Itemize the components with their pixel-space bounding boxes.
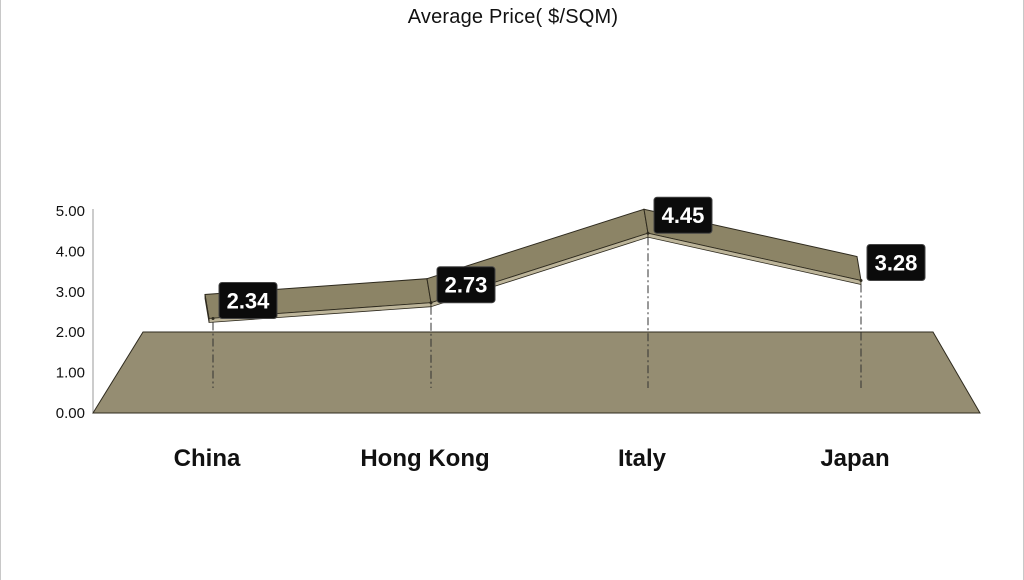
data-point — [429, 301, 433, 305]
data-point — [859, 278, 863, 282]
y-tick-label: 0.00 — [56, 405, 85, 422]
y-tick-label: 2.00 — [56, 324, 85, 341]
chart-title: Average Price( $/SQM) — [407, 6, 619, 28]
x-tick-label: Italy — [618, 445, 667, 472]
data-label: 4.45 — [662, 203, 705, 228]
y-tick-label: 1.00 — [56, 365, 85, 382]
data-label: 3.28 — [875, 250, 918, 275]
data-label-box — [653, 196, 713, 234]
data-label-box — [436, 266, 496, 304]
data-label-box — [218, 281, 278, 319]
data-point — [646, 231, 650, 235]
data-point — [211, 316, 215, 320]
y-tick-label: 4.00 — [56, 243, 85, 260]
x-tick-label: China — [174, 445, 241, 472]
x-tick-label: Japan — [820, 445, 889, 472]
x-tick-label: Hong Kong — [360, 445, 489, 472]
y-tick-label: 5.00 — [56, 203, 85, 220]
data-label: 2.73 — [445, 273, 488, 298]
y-tick-label: 3.00 — [56, 284, 85, 301]
series-line-edge — [647, 232, 862, 285]
chart-floor — [92, 331, 981, 414]
series-line-cap — [204, 294, 210, 323]
data-label: 2.34 — [227, 288, 271, 313]
data-label-box — [866, 243, 926, 281]
